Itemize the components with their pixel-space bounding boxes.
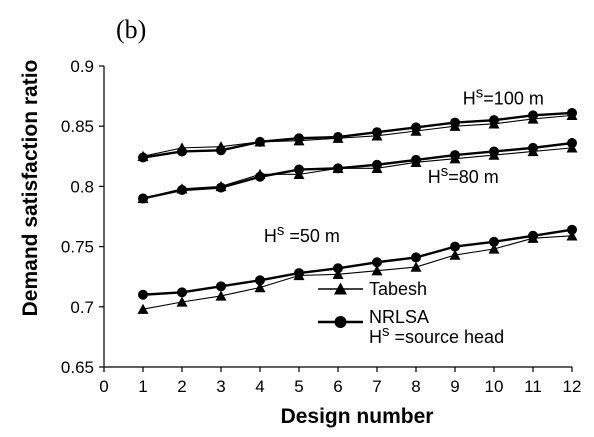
x-tick-label: 0 — [99, 377, 108, 396]
x-tick-label: 2 — [177, 377, 186, 396]
y-tick-label: 0.85 — [61, 117, 94, 136]
legend-marker-circle — [334, 316, 347, 328]
circle-point — [372, 257, 382, 268]
circle-point — [450, 117, 460, 128]
triangle-point — [215, 290, 227, 301]
y-axis-title: Demand satisfaction ratio — [19, 60, 42, 317]
series-line — [142, 111, 573, 159]
series-line — [142, 235, 573, 310]
circle-point — [255, 275, 265, 286]
circle-point — [294, 133, 304, 144]
y-tick-label: 0.8 — [70, 177, 94, 196]
series-line — [142, 147, 573, 199]
x-tick-label: 12 — [563, 377, 582, 396]
x-tick-label: 7 — [372, 377, 381, 396]
circle-point — [333, 163, 343, 174]
circle-point — [255, 136, 265, 147]
circle-point — [528, 110, 538, 121]
triangle-point — [176, 296, 188, 307]
series-nrlsa-5 — [138, 224, 577, 300]
circle-point — [450, 241, 460, 252]
circle-point — [528, 142, 538, 153]
y-tick-label: 0.7 — [70, 298, 94, 317]
triangle-point — [137, 303, 149, 314]
x-tick-label: 1 — [138, 377, 147, 396]
y-tick-label: 0.75 — [61, 238, 94, 257]
circle-point — [138, 289, 148, 300]
triangle-point — [566, 230, 578, 241]
circle-point — [177, 185, 187, 196]
x-tick-label: 5 — [294, 377, 303, 396]
triangle-point — [254, 282, 266, 293]
source-head-label-1: Hs=80 m — [428, 163, 499, 187]
y-ticks: 0.65 0.7 0.75 0.8 0.85 0.9 — [61, 57, 104, 377]
x-tick-label: 8 — [411, 377, 420, 396]
series-nrlsa-3 — [138, 138, 577, 204]
circle-point — [333, 132, 343, 143]
circle-point — [177, 146, 187, 157]
circle-point — [411, 122, 421, 133]
annotations: Hs=100 m Hs=80 m Hs =50 m — [264, 85, 544, 246]
series-layer — [137, 107, 578, 314]
circle-point — [372, 159, 382, 170]
circle-point — [528, 230, 538, 241]
triangle-point — [410, 261, 422, 272]
circle-point — [450, 150, 460, 161]
circle-point — [372, 127, 382, 138]
series-line — [142, 141, 573, 200]
x-tick-label: 11 — [524, 377, 542, 396]
legend-label-tabesh: Tabesh — [369, 279, 427, 299]
legend-label-nrlsa: NRLSA — [369, 307, 429, 327]
circle-point — [177, 287, 187, 298]
circle-point — [567, 138, 577, 149]
y-tick-label: 0.65 — [61, 358, 94, 377]
source-head-label-2: Hs =50 m — [264, 222, 340, 246]
source-head-label-0: Hs=100 m — [463, 85, 544, 109]
circle-point — [294, 268, 304, 279]
circle-point — [333, 263, 343, 274]
panel-label: (b) — [116, 15, 146, 44]
x-tick-label: 3 — [216, 377, 225, 396]
triangle-point — [449, 249, 461, 260]
circle-point — [255, 171, 265, 182]
circle-point — [567, 107, 577, 118]
circle-point — [138, 152, 148, 163]
circle-point — [567, 224, 577, 235]
circle-point — [411, 154, 421, 165]
circle-point — [294, 164, 304, 175]
legend-note: Hs =source head — [369, 323, 504, 347]
circle-point — [411, 252, 421, 263]
circle-point — [216, 145, 226, 156]
legend-marker-triangle — [334, 282, 347, 295]
series-line — [142, 114, 573, 157]
x-ticks: 0 1 2 3 4 5 6 7 8 9 10 11 12 — [99, 367, 581, 396]
series-nrlsa-1 — [138, 107, 577, 163]
x-tick-label: 10 — [485, 377, 504, 396]
series-tabesh-4 — [137, 230, 578, 314]
circle-point — [138, 193, 148, 204]
circle-point — [489, 146, 499, 157]
circle-point — [216, 182, 226, 193]
x-tick-label: 4 — [255, 377, 264, 396]
triangle-point — [332, 268, 344, 279]
circle-point — [489, 236, 499, 247]
y-tick-label: 0.9 — [70, 57, 94, 76]
series-line — [142, 228, 573, 296]
circle-point — [489, 115, 499, 126]
x-tick-label: 6 — [333, 377, 342, 396]
circle-point — [216, 281, 226, 292]
x-tick-label: 9 — [450, 377, 459, 396]
x-axis-title: Design number — [281, 405, 434, 428]
triangle-point — [488, 243, 500, 254]
triangle-point — [371, 265, 383, 276]
